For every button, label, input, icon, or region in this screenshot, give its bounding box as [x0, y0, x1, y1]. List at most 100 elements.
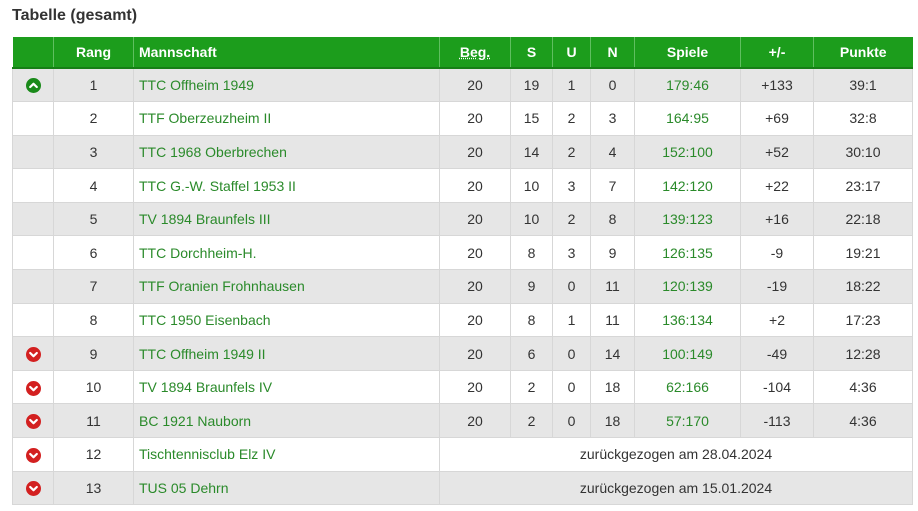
table-row: 3 TTC 1968 Oberbrechen 20 14 2 4 152:100 +52 30:…: [12, 135, 913, 170]
rank-cell: 4: [53, 168, 134, 203]
games-link[interactable]: 100:149: [662, 345, 713, 362]
table-row: 13 TUS 05 Dehrn zurückgezogen am 15.01.202…: [12, 471, 913, 506]
games-link[interactable]: 179:46: [666, 77, 709, 94]
team-link[interactable]: TUS 05 Dehrn: [139, 479, 229, 496]
team-cell: TTC Dorchheim-H.: [133, 235, 440, 271]
games-link[interactable]: 120:139: [662, 278, 713, 295]
promotion-up-icon: [25, 78, 41, 94]
rank-cell: 2: [53, 101, 134, 136]
col-played-label[interactable]: Beg.: [459, 44, 491, 60]
team-link[interactable]: TTC Offheim 1949: [139, 77, 254, 94]
team-link[interactable]: Tischtennisclub Elz IV: [139, 446, 276, 463]
rank-cell: 6: [53, 235, 134, 271]
relegation-down-icon: [25, 447, 41, 463]
draw-cell: 2: [552, 202, 591, 237]
lost-cell: 8: [590, 202, 635, 237]
games-link[interactable]: 142:120: [662, 177, 713, 194]
team-link[interactable]: TTC Offheim 1949 II: [139, 345, 266, 362]
won-cell: 2: [510, 370, 553, 405]
won-cell: 14: [510, 135, 553, 170]
played-cell: 20: [439, 168, 511, 203]
draw-cell: 2: [552, 101, 591, 136]
games-link[interactable]: 164:95: [666, 110, 709, 127]
relegation-down-icon: [25, 380, 41, 396]
relegation-down-icon: [25, 414, 41, 430]
games-cell: 139:123: [634, 202, 741, 237]
team-link[interactable]: BC 1921 Nauborn: [139, 412, 252, 429]
games-cell: 136:134: [634, 303, 741, 338]
games-cell: 152:100: [634, 135, 741, 170]
tendency-cell: [12, 269, 54, 304]
diff-cell: +16: [740, 202, 814, 237]
col-draw-header: U: [552, 37, 591, 69]
team-cell: TTC 1968 Oberbrechen: [133, 135, 440, 170]
tendency-cell: [12, 168, 54, 203]
games-link[interactable]: 57:170: [666, 412, 709, 429]
col-played-header[interactable]: Beg.: [439, 37, 511, 69]
played-cell: 20: [439, 101, 511, 136]
games-cell: 100:149: [634, 336, 741, 371]
played-cell: 20: [439, 135, 511, 170]
tendency-cell: [12, 101, 54, 136]
withdrawn-note: zurückgezogen am 15.01.2024: [439, 471, 913, 506]
team-link[interactable]: TTC 1950 Eisenbach: [139, 311, 271, 328]
team-cell: BC 1921 Nauborn: [133, 403, 440, 439]
diff-cell: +52: [740, 135, 814, 170]
rank-cell: 12: [53, 437, 134, 472]
games-link[interactable]: 62:166: [666, 379, 709, 396]
page-title: Tabelle (gesamt): [12, 7, 138, 24]
col-points-header: Punkte: [813, 37, 913, 69]
col-diff-header: +/-: [740, 37, 814, 69]
draw-cell: 3: [552, 168, 591, 203]
points-cell: 4:36: [813, 370, 913, 405]
diff-cell: -104: [740, 370, 814, 405]
games-link[interactable]: 126:135: [662, 244, 713, 261]
rank-cell: 8: [53, 303, 134, 338]
standings-table: Rang Mannschaft Beg. S U N Spiele +/- Pu…: [12, 37, 913, 506]
tendency-cell: [12, 202, 54, 237]
games-link[interactable]: 136:134: [662, 311, 713, 328]
team-link[interactable]: TTC Dorchheim-H.: [139, 244, 257, 261]
rank-cell: 7: [53, 269, 134, 304]
diff-cell: +2: [740, 303, 814, 338]
table-row: 9 TTC Offheim 1949 II 20 6 0 14 100:149 -49 12:2…: [12, 336, 913, 371]
draw-cell: 0: [552, 269, 591, 304]
games-link[interactable]: 152:100: [662, 143, 713, 160]
team-cell: TTF Oranien Frohnhausen: [133, 269, 440, 304]
lost-cell: 4: [590, 135, 635, 170]
played-cell: 20: [439, 68, 511, 103]
rank-cell: 10: [53, 370, 134, 405]
won-cell: 2: [510, 403, 553, 439]
points-cell: 32:8: [813, 101, 913, 136]
tendency-cell: [12, 403, 54, 439]
table-row: 8 TTC 1950 Eisenbach 20 8 1 11 136:134 +2 17:23: [12, 303, 913, 338]
tendency-cell: [12, 135, 54, 170]
points-cell: 18:22: [813, 269, 913, 304]
rank-cell: 13: [53, 471, 134, 506]
diff-cell: +133: [740, 68, 814, 103]
draw-cell: 0: [552, 403, 591, 439]
team-link[interactable]: TV 1894 Braunfels III: [139, 211, 271, 228]
table-row: 2 TTF Oberzeuzheim II 20 15 2 3 164:95 +69 32:8: [12, 101, 913, 136]
rank-cell: 9: [53, 336, 134, 371]
table-row: 7 TTF Oranien Frohnhausen 20 9 0 11 120:139 -19…: [12, 269, 913, 304]
team-cell: TV 1894 Braunfels IV: [133, 370, 440, 405]
games-cell: 126:135: [634, 235, 741, 271]
points-cell: 12:28: [813, 336, 913, 371]
rank-cell: 5: [53, 202, 134, 237]
table-row: 5 TV 1894 Braunfels III 20 10 2 8 139:123 +16 22…: [12, 202, 913, 237]
games-cell: 57:170: [634, 403, 741, 439]
relegation-down-icon: [25, 346, 41, 362]
team-link[interactable]: TTC 1968 Oberbrechen: [139, 143, 287, 160]
games-link[interactable]: 139:123: [662, 211, 713, 228]
team-link[interactable]: TTF Oranien Frohnhausen: [139, 278, 305, 295]
points-cell: 19:21: [813, 235, 913, 271]
draw-cell: 3: [552, 235, 591, 271]
table-header-row: Rang Mannschaft Beg. S U N Spiele +/- Pu…: [12, 37, 913, 69]
team-link[interactable]: TTF Oberzeuzheim II: [139, 110, 272, 127]
team-link[interactable]: TTC G.-W. Staffel 1953 II: [139, 177, 296, 194]
played-cell: 20: [439, 403, 511, 439]
won-cell: 6: [510, 336, 553, 371]
lost-cell: 3: [590, 101, 635, 136]
team-link[interactable]: TV 1894 Braunfels IV: [139, 379, 273, 396]
